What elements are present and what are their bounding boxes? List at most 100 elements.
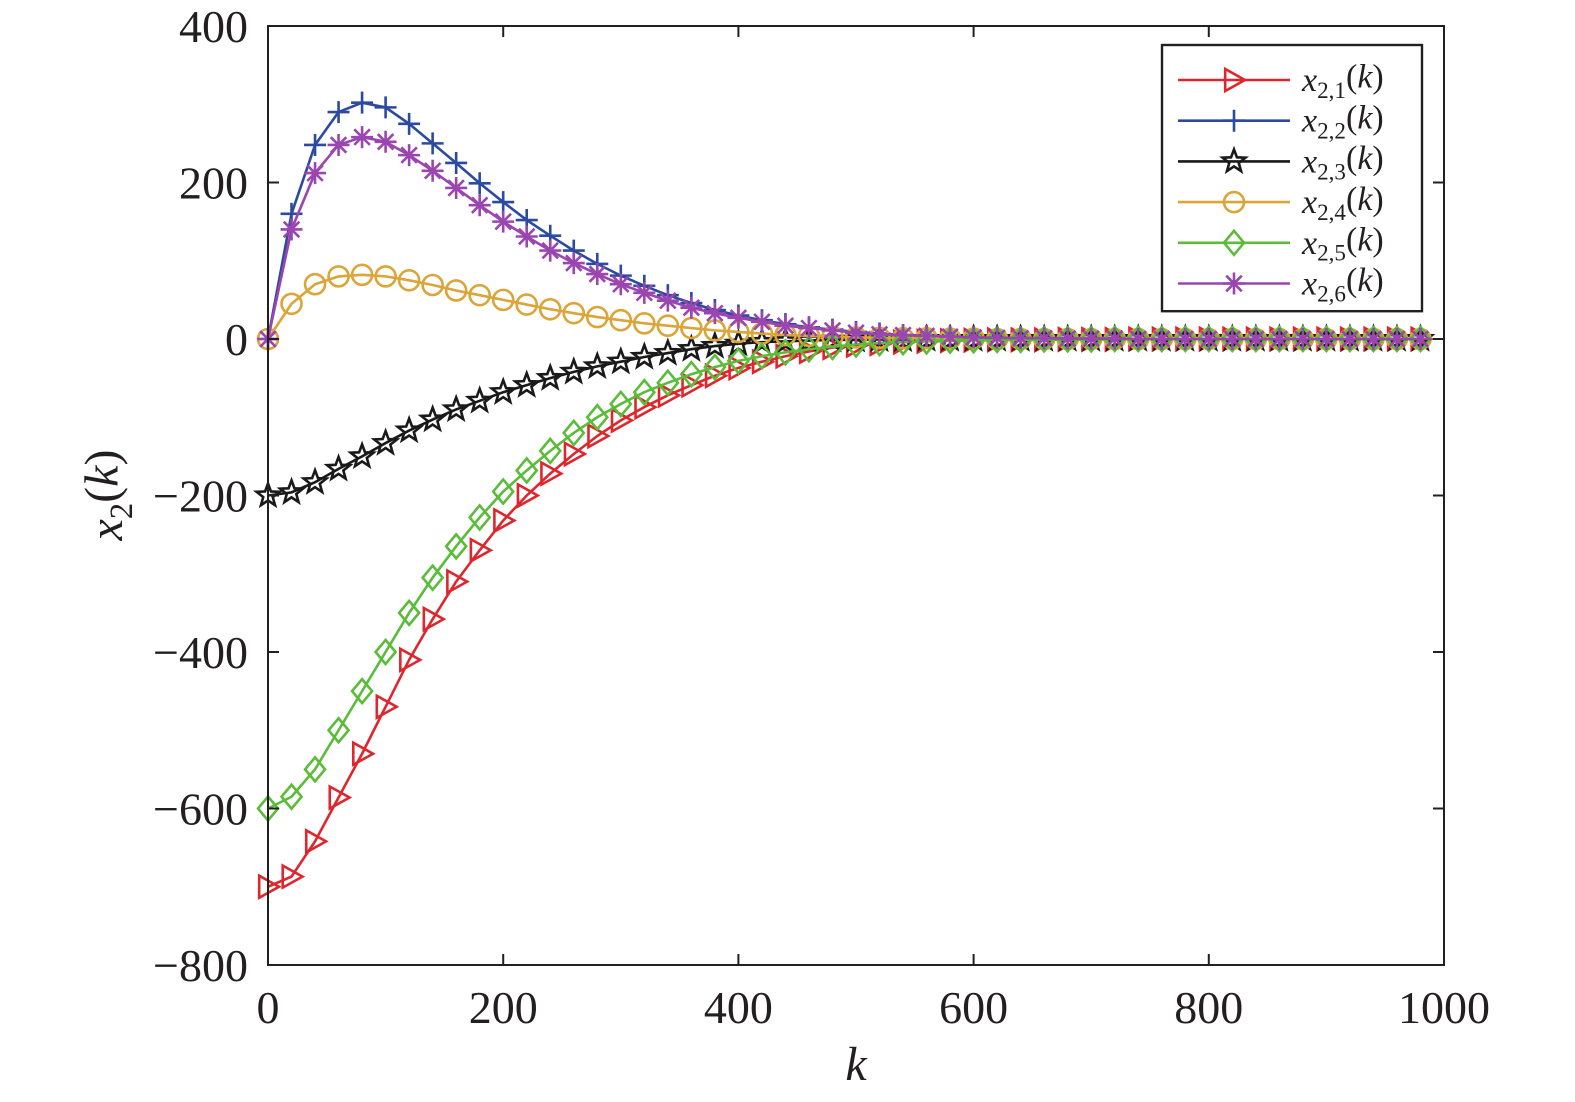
data-point	[304, 828, 329, 855]
data-point	[350, 263, 374, 287]
data-point	[1361, 324, 1386, 354]
data-point	[820, 332, 845, 361]
data-point	[257, 873, 282, 900]
data-point	[632, 378, 657, 407]
data-point	[468, 283, 491, 307]
ticks-layer: 0 200 400 600 800 1000 −800 −600 −400 −200 0 200 400	[153, 1, 1490, 1033]
x-axis-label: k	[845, 1038, 868, 1091]
data-point	[444, 532, 468, 561]
data-point	[398, 144, 421, 167]
legend-entry: x2,6(k)	[1178, 262, 1384, 307]
data-point	[1103, 324, 1127, 354]
data-point	[1150, 328, 1173, 350]
y-tick-label: −400	[153, 627, 248, 678]
legend-label: x2,3(k)	[1301, 140, 1384, 185]
legend: x2,1(k)x2,2(k)x2,3(k)x2,4(k)x2,5(k)x2,6(…	[1160, 43, 1424, 313]
data-point	[633, 312, 656, 335]
data-point	[327, 265, 350, 288]
data-point	[585, 305, 609, 329]
x-tick-label: 400	[704, 982, 773, 1033]
data-point	[962, 326, 985, 349]
series-layer	[253, 91, 1436, 900]
data-point	[704, 362, 729, 389]
data-point	[629, 341, 660, 370]
data-point	[656, 368, 680, 397]
legend-entry: x2,1(k)	[1178, 59, 1384, 104]
data-point	[1008, 325, 1033, 354]
data-point	[469, 537, 494, 564]
data-point	[585, 403, 609, 432]
data-point	[1079, 325, 1103, 354]
x-tick-label: 600	[939, 982, 1008, 1033]
data-point	[538, 436, 562, 465]
data-point	[279, 782, 304, 811]
legend-label: x2,5(k)	[1301, 222, 1384, 267]
legend-marker	[1222, 228, 1246, 257]
data-point	[1174, 328, 1197, 350]
data-point	[656, 289, 679, 312]
data-point	[892, 324, 915, 347]
data-point	[1244, 324, 1268, 354]
data-point	[276, 476, 307, 506]
data-point	[1221, 328, 1244, 350]
data-point	[657, 382, 682, 409]
data-point	[1103, 327, 1126, 350]
data-point	[446, 568, 470, 595]
legend-entry: x2,3(k)	[1178, 140, 1384, 185]
data-point	[1267, 324, 1292, 354]
legend-entry: x2,4(k)	[1178, 181, 1384, 226]
data-point	[539, 239, 562, 262]
data-point	[515, 456, 539, 485]
data-point	[680, 296, 703, 319]
data-point	[374, 130, 397, 153]
data-point	[563, 440, 588, 468]
legend-box	[1160, 43, 1424, 313]
y-tick-label: −800	[153, 940, 248, 991]
data-point	[304, 162, 327, 185]
data-point	[1126, 324, 1150, 354]
data-point	[375, 693, 400, 720]
legend-label: x2,1(k)	[1301, 59, 1384, 104]
data-point	[491, 477, 515, 506]
legend-label: x2,2(k)	[1301, 99, 1384, 144]
data-point	[464, 385, 495, 414]
data-point	[491, 288, 515, 312]
x-tick-label: 200	[469, 982, 538, 1033]
data-point	[1197, 328, 1220, 350]
legend-marker	[1223, 109, 1245, 132]
data-point	[398, 112, 421, 135]
data-point	[535, 362, 566, 391]
data-point	[420, 563, 445, 592]
data-point	[468, 172, 491, 195]
legend-marker	[1219, 145, 1249, 175]
data-point	[323, 453, 354, 482]
data-point	[328, 784, 353, 811]
data-point	[444, 279, 468, 302]
data-point	[515, 225, 538, 248]
data-point	[681, 371, 706, 399]
y-tick-label: 400	[179, 1, 248, 52]
data-point	[1032, 325, 1056, 354]
data-point	[327, 101, 350, 124]
data-point	[797, 317, 820, 340]
data-point	[492, 191, 515, 214]
data-point	[891, 328, 915, 357]
data-point	[676, 333, 707, 362]
data-point	[421, 159, 444, 182]
data-point	[821, 319, 844, 342]
legend-entry: x2,5(k)	[1178, 222, 1384, 267]
data-point	[1009, 327, 1032, 350]
data-point	[915, 324, 938, 347]
data-point	[868, 323, 891, 346]
data-point	[679, 360, 704, 389]
data-point	[605, 345, 636, 375]
y-tick-label: 0	[225, 314, 248, 365]
data-point	[516, 482, 541, 509]
data-point	[304, 133, 327, 156]
data-point	[540, 460, 564, 487]
data-point	[397, 269, 421, 292]
data-point	[351, 91, 374, 114]
data-point	[1150, 324, 1174, 354]
data-point	[652, 337, 683, 366]
data-point	[1338, 328, 1361, 350]
